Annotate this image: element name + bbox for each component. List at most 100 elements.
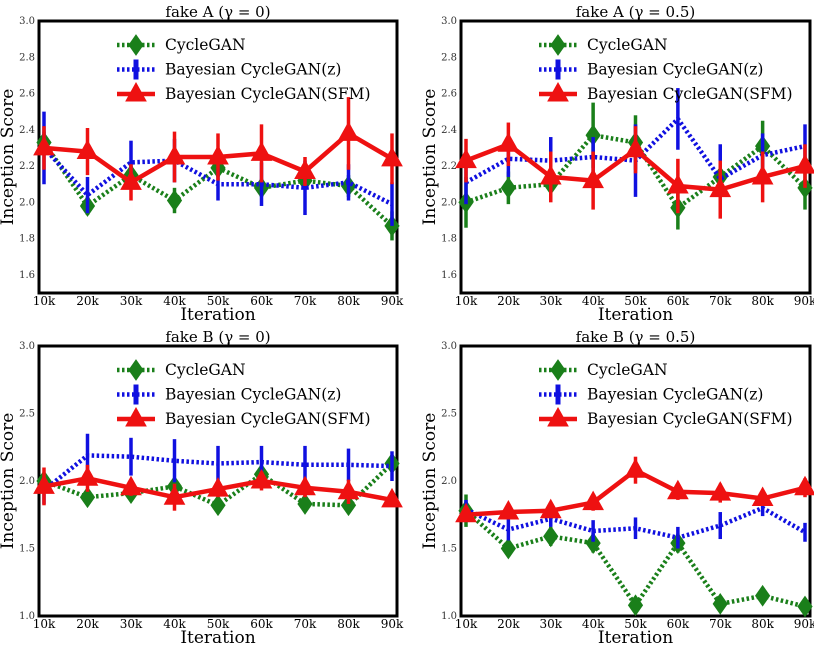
panel-4-ylabel: Inception Score [420,413,440,550]
panel-2-series-bayesian-cyclegan-sfm-point-30k [539,164,562,185]
panel-1-xtick-30k: 30k [120,294,143,308]
panel-1-series-bayesian-cyclegan-sfm-point-60k [250,141,273,161]
panel-3-series-cyclegan-point-50k [210,494,226,517]
panel-4-legend-cyclegan-swatch-marker [550,359,566,381]
panel-3-xtick-30k: 30k [120,617,143,631]
panel-2-series-bayesian-cyclegan-sfm-point-20k [497,132,520,152]
panel-2-ytick-1-8: 1.8 [441,234,457,245]
panel-4-xtick-40k: 40k [582,617,605,631]
panel-1-ytick-1-6: 1.6 [19,270,35,281]
panel-3-legend-bayesian-cyclegan-sfm: Bayesian CycleGAN(SFM) [117,406,371,428]
panel-1-series-bayesian-cyclegan-sfm-point-20k [76,139,99,160]
panel-4-series-cyclegan [458,494,813,618]
panel-4-xtick-80k: 80k [751,617,774,631]
panel-4-legend-bayesian-cyclegan-z: Bayesian CycleGAN(z) [539,384,763,405]
panel-4-series-bayesian-cyclegan-sfm-point-70k [709,481,732,501]
panel-1-ytick-3-0: 3.0 [19,16,35,27]
panel-4-series-bayesian-cyclegan-sfm-point-90k [794,475,814,496]
panel-2-ytick-1-6: 1.6 [441,270,457,281]
panel-2-xlabel: Iteration [598,305,673,325]
panel-4-series-bayesian-cyclegan-z [464,499,807,549]
panel-3-series-cyclegan-point-20k [79,486,96,509]
panel-1-xtick-50k: 50k [207,294,230,308]
panel-1: fake A (γ = 0) 1.6 1.8 2.0 2.2 2.4 2.6 2.8 3.0 10… [0,3,404,325]
panel-4-legend: CycleGAN Bayesian CycleGAN(z) Bayesian Cyc… [539,359,793,428]
panel-4-series-bayesian-cyclegan-sfm-point-10k [455,502,477,523]
panel-2-title-text: fake A [576,3,629,21]
panel-4-title-text: fake B [576,328,629,346]
panel-1-legend-bayesian-cyclegan-sfm-label: Bayesian CycleGAN(SFM) [165,85,371,103]
panel-1-xtick-40k: 40k [163,294,186,308]
panel-2-series-bayesian-cyclegan-sfm-point-40k [582,168,604,189]
panel-3-xtick-40k: 40k [163,617,186,631]
panel-1-ytick-1-8: 1.8 [19,234,35,245]
panel-3-legend-cyclegan-label: CycleGAN [165,361,246,379]
panel-3-legend-bayesian-cyclegan-sfm-label: Bayesian CycleGAN(SFM) [165,410,371,428]
panel-3-ytick-1-0: 1.0 [19,611,35,622]
panel-1-series-cyclegan-point-40k [166,189,183,212]
panel-4-series-cyclegan-point-50k [627,594,644,617]
panel-2-xtick-10k: 10k [455,294,478,308]
panel-3-series-bayesian-cyclegan-sfm-point-20k [76,466,99,486]
panel-2-ylabel: Inception Score [420,89,440,226]
panel-1-xtick-80k: 80k [337,294,360,308]
panel-4-title-gamma: (γ = 0.5) [629,328,696,346]
panel-4-title: fake B (γ = 0.5) [576,328,696,346]
panel-4-xtick-20k: 20k [497,617,520,631]
panel-3-legend-bayesian-cyclegan-sfm-swatch-marker [125,406,147,427]
panel-2-legend-bayesian-cyclegan-sfm-label: Bayesian CycleGAN(SFM) [587,85,793,103]
panel-2-ytick-2-4: 2.4 [441,125,457,136]
panel-1-ytick-2-2: 2.2 [19,161,35,172]
panel-2-series-bayesian-cyclegan-sfm [455,122,814,219]
panel-3-series-bayesian-cyclegan-sfm-point-80k [337,479,360,500]
panel-3-legend-bayesian-cyclegan-z: Bayesian CycleGAN(z) [117,384,341,405]
panel-1-ytick-2-8: 2.8 [19,52,35,63]
panel-4-series-cyclegan-point-30k [543,525,559,548]
panel-2-legend-bayesian-cyclegan-sfm: Bayesian CycleGAN(SFM) [539,81,793,103]
panel-1-series-bayesian-cyclegan-sfm-point-10k [33,135,55,156]
panel-1-series-bayesian-cyclegan-sfm-point-90k [381,146,403,167]
panel-3-xtick-60k: 60k [250,617,273,631]
panel-2-xtick-20k: 20k [497,294,520,308]
panel-3-xtick-80k: 80k [337,617,360,631]
panel-4-series-cyclegan-point-80k [755,584,771,607]
panel-4: fake B (γ = 0.5) 1.0 1.5 2.0 2.5 3.0 10k 20k 30k… [420,328,814,648]
panel-3-series-bayesian-cyclegan-sfm-point-90k [381,487,403,508]
panel-3-series-bayesian-cyclegan-sfm-point-10k [33,474,55,494]
panel-2-title: fake A (γ = 0.5) [576,3,695,21]
panel-3-legend-bayesian-cyclegan-z-label: Bayesian CycleGAN(z) [165,386,341,404]
panel-3-title-text: fake B [165,328,218,346]
panel-2-xtick-70k: 70k [709,294,732,308]
panel-4-legend-bayesian-cyclegan-z-label: Bayesian CycleGAN(z) [587,386,763,404]
panel-3-series-bayesian-cyclegan-sfm-point-30k [120,475,142,496]
panel-2-legend: CycleGAN Bayesian CycleGAN(z) Bayesian Cyc… [539,34,793,103]
panel-2-series-bayesian-cyclegan-sfm-point-70k [709,177,732,198]
panel-3-ylabel: Inception Score [0,413,18,550]
panel-4-legend-cyclegan-label: CycleGAN [587,361,668,379]
panel-2-series-bayesian-cyclegan-sfm-point-90k [794,154,814,174]
panel-1-legend-bayesian-cyclegan-z-label: Bayesian CycleGAN(z) [165,61,341,79]
panel-3-series-bayesian-cyclegan-sfm-point-70k [294,475,316,496]
panel-1-series-bayesian-cyclegan-sfm [33,97,403,201]
panel-3-xtick-90k: 90k [381,617,404,631]
panel-1-series-bayesian-cyclegan-sfm-point-80k [337,121,360,141]
panel-4-series-bayesian-cyclegan-sfm [455,456,814,523]
panel-3-xtick-20k: 20k [76,617,99,631]
panel-1-legend: CycleGAN Bayesian CycleGAN(z) Bayesian Cyc… [117,34,371,103]
panel-1-ytick-2-0: 2.0 [19,197,35,208]
panel-4-ytick-2-5: 2.5 [441,409,457,420]
panel-2-series-bayesian-cyclegan-sfm-point-10k [455,148,477,169]
panel-3-xlabel: Iteration [180,628,255,648]
panel-1-xlabel: Iteration [180,305,255,325]
panel-2-title-gamma: (γ = 0.5) [629,3,696,21]
panel-2-xtick-90k: 90k [794,294,814,308]
panel-1-legend-cyclegan-swatch-marker [128,34,144,56]
panel-2-legend-bayesian-cyclegan-z: Bayesian CycleGAN(z) [539,59,763,80]
panel-1-ylabel: Inception Score [0,89,18,226]
panel-3-ytick-1-5: 1.5 [19,544,35,555]
panel-4-xtick-30k: 30k [539,617,562,631]
panel-3-ytick-3-0: 3.0 [19,341,35,352]
panel-1-legend-cyclegan-label: CycleGAN [165,36,246,54]
panel-2-ytick-2-0: 2.0 [441,197,457,208]
panel-3-title: fake B (γ = 0) [165,328,270,346]
